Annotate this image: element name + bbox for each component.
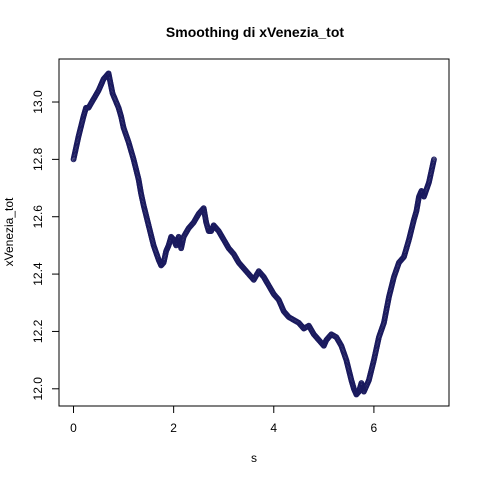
chart-title: Smoothing di xVenezia_tot <box>166 24 344 40</box>
y-tick-label: 13.0 <box>31 90 45 114</box>
x-tick-label: 2 <box>170 421 177 435</box>
x-axis: 0 2 4 6 <box>70 405 378 435</box>
data-point <box>431 156 437 163</box>
y-tick-label: 12.0 <box>31 377 45 401</box>
x-tick-label: 6 <box>371 421 378 435</box>
y-tick-label: 12.6 <box>31 205 45 229</box>
x-tick-label: 0 <box>70 421 77 435</box>
y-axis-label: xVenezia_tot <box>2 197 16 266</box>
y-axis: 12.0 12.2 12.4 12.6 12.8 13.0 <box>31 90 60 401</box>
y-tick-label: 12.2 <box>31 319 45 343</box>
y-tick-label: 12.4 <box>31 262 45 286</box>
x-tick-label: 4 <box>270 421 277 435</box>
y-tick-label: 12.8 <box>31 147 45 171</box>
data-points <box>70 70 437 398</box>
x-axis-label: s <box>251 451 257 465</box>
